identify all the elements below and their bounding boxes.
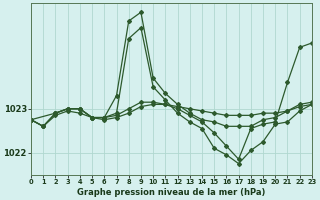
X-axis label: Graphe pression niveau de la mer (hPa): Graphe pression niveau de la mer (hPa) [77, 188, 266, 197]
